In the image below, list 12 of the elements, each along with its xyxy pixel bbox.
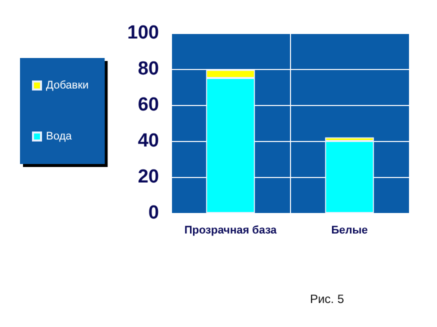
legend-label: Добавки [46, 80, 89, 92]
y-tick-label: 0 [148, 202, 159, 224]
bar [325, 141, 374, 213]
x-tick-label: Белые [331, 224, 368, 236]
y-tick-label: 60 [138, 94, 159, 116]
y-tick-label: 20 [138, 166, 159, 188]
x-tick-label: Прозрачная база [184, 224, 278, 236]
y-tick-label: 80 [138, 58, 159, 80]
legend-label: Вода [46, 130, 73, 142]
text: Рис. 5 [310, 292, 344, 306]
y-tick-label: 100 [127, 22, 159, 44]
y-tick-label: 40 [138, 130, 159, 152]
